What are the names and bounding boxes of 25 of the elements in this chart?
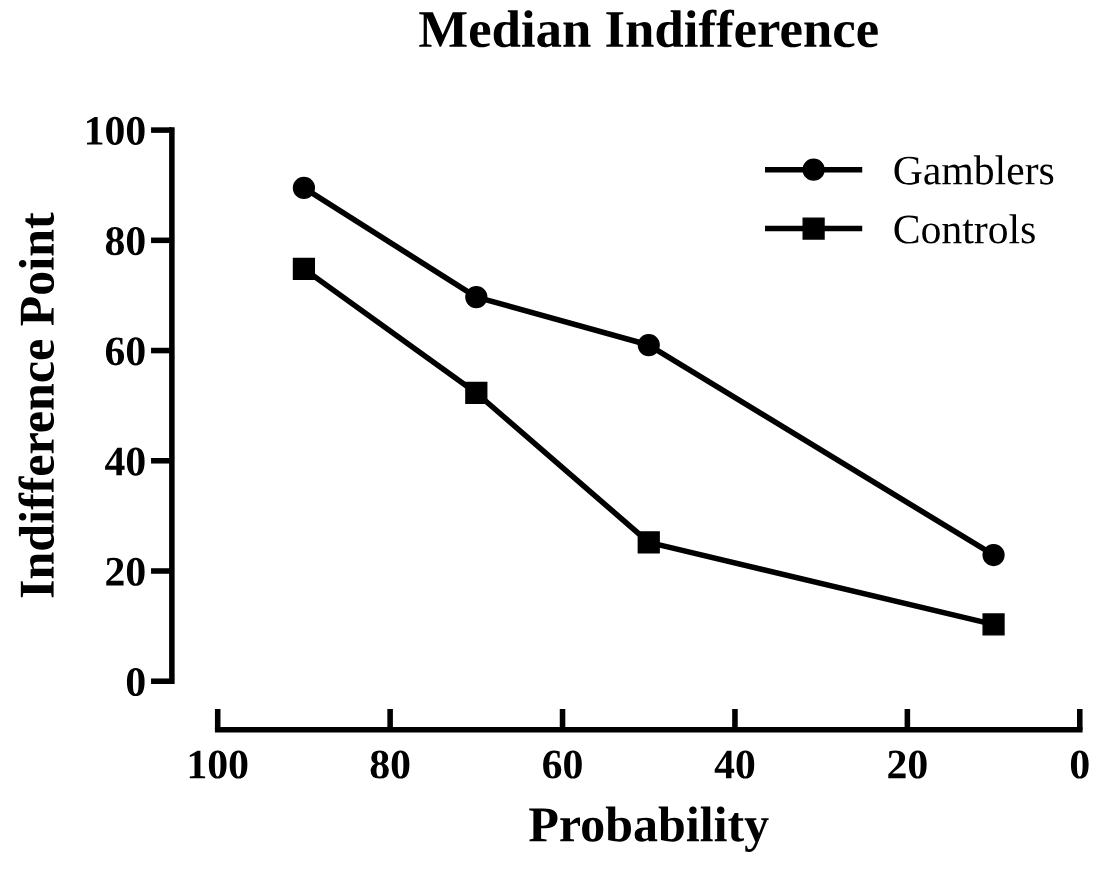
y-tick-label: 20 <box>106 557 145 586</box>
chart-title: Median Indifference <box>419 9 878 48</box>
x-tick-label: 60 <box>543 750 582 779</box>
point <box>465 285 488 309</box>
point <box>292 176 316 200</box>
x-tick-label: 20 <box>888 750 927 779</box>
y-tick-label: 80 <box>105 227 145 256</box>
x-axis-title: Probability <box>529 806 769 852</box>
y-tick-label: 100 <box>87 116 145 145</box>
y-axis-title: Indifference Point <box>18 212 55 598</box>
y-tick-label: 40 <box>105 447 145 476</box>
x-tick-label: 40 <box>714 750 755 779</box>
y-tick-label: 60 <box>105 337 145 366</box>
point <box>637 531 660 554</box>
legend-label: Controls <box>894 214 1035 244</box>
x-tick-label: 80 <box>370 750 410 779</box>
point <box>637 333 660 357</box>
y-tick-label: 0 <box>126 667 145 697</box>
point <box>465 381 488 405</box>
x-tick-label: 100 <box>189 750 248 779</box>
point <box>982 613 1005 636</box>
point <box>982 543 1005 567</box>
point <box>292 257 316 281</box>
legend-label: Gamblers <box>894 155 1054 185</box>
x-tick-label: 0 <box>1070 750 1089 779</box>
